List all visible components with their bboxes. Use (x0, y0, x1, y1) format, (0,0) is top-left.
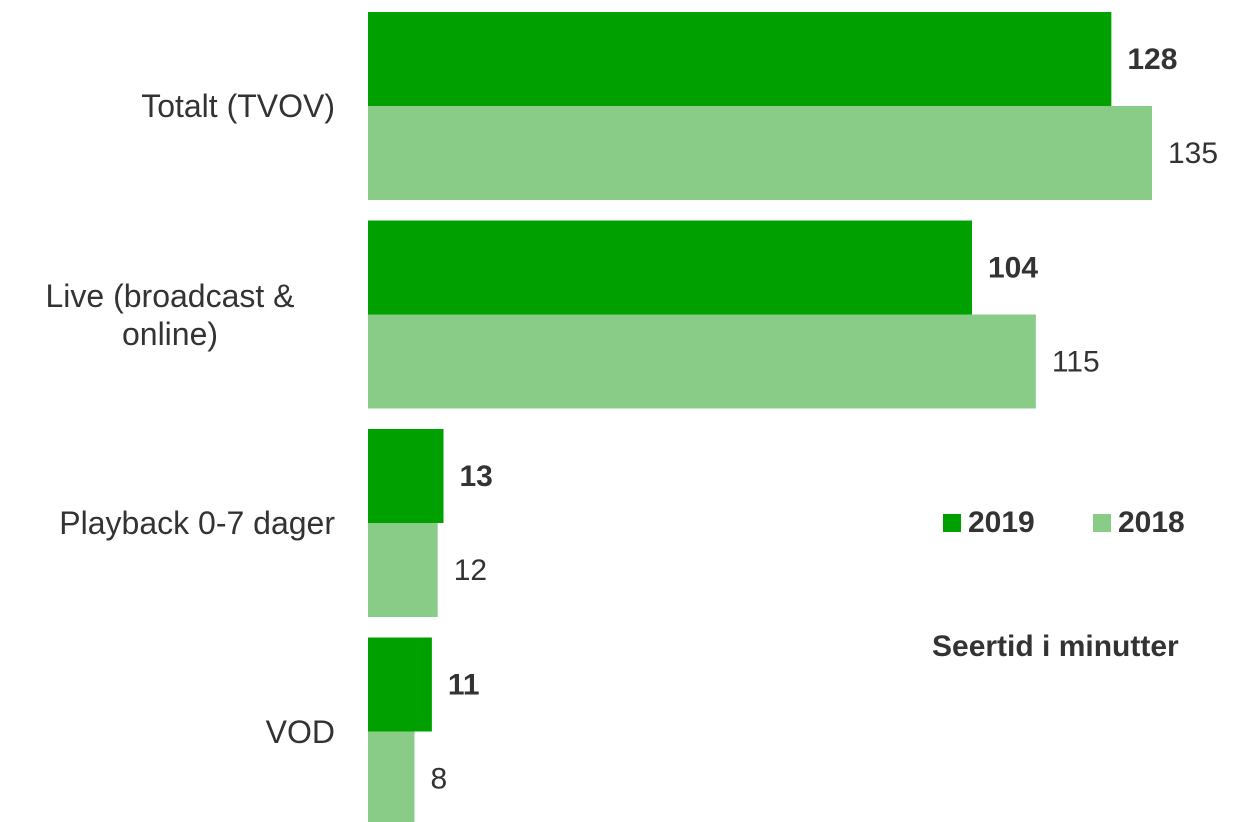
value-label: 115 (1052, 345, 1100, 378)
legend-label: 2018 (1118, 506, 1185, 539)
value-label: 11 (448, 668, 480, 701)
bar (368, 637, 432, 732)
category-label: Playback 0-7 dager (5, 504, 335, 542)
bar (368, 220, 972, 315)
category-text: Live (broadcast & online) (45, 277, 295, 352)
category-label: Live (broadcast & online) (5, 277, 335, 353)
category-label: VOD (5, 713, 335, 751)
value-label: 12 (454, 554, 487, 587)
category-text: Playback 0-7 dager (59, 505, 335, 541)
value-label: 128 (1127, 43, 1177, 76)
bar (368, 106, 1152, 200)
category-text: VOD (265, 713, 335, 750)
value-label: 135 (1168, 137, 1218, 170)
legend-swatch (1093, 514, 1111, 532)
value-label: 8 (430, 762, 447, 795)
legend-label: 2019 (968, 506, 1035, 539)
bar (368, 731, 415, 822)
value-label: 104 (988, 251, 1038, 284)
legend-swatch (943, 514, 961, 532)
bar (368, 314, 1036, 409)
bar (368, 429, 444, 523)
value-label: 13 (459, 460, 492, 493)
bar (368, 523, 438, 617)
bar (368, 12, 1112, 106)
annotation: Seertid i minutter (932, 630, 1179, 663)
category-text: Totalt (TVOV) (141, 88, 335, 124)
category-label: Totalt (TVOV) (5, 87, 335, 125)
